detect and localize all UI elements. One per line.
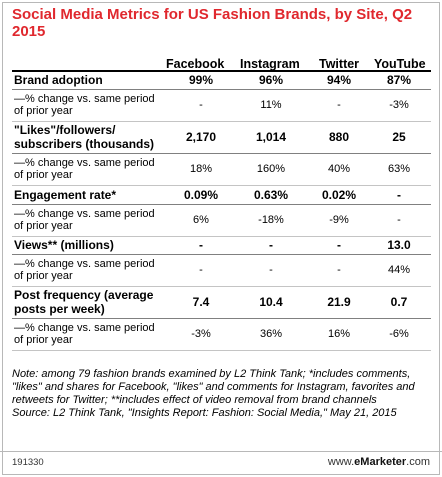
cell-value: 6%	[193, 214, 209, 226]
row-label: "Likes"/followers/ subscribers (thousand…	[14, 123, 155, 151]
row-label: —% change vs. same period of prior year	[14, 157, 155, 181]
cell-value: 880	[328, 130, 350, 144]
cell-value: 0.09%	[183, 187, 219, 202]
table-row: —% change vs. same period of prior year -…	[12, 89, 431, 121]
brand-name: eMarketer	[354, 456, 407, 468]
cell-value: -	[337, 99, 341, 111]
brand-prefix: www.	[327, 456, 355, 468]
note-text: Note: among 79 fashion brands examined b…	[12, 368, 415, 406]
cell-value: 25	[392, 130, 406, 144]
row-label: Views** (millions)	[14, 238, 114, 252]
col-header-youtube: YouTube	[374, 57, 426, 71]
cell-value: 40%	[327, 163, 351, 175]
cell-value: -9%	[329, 214, 349, 226]
col-header-facebook: Facebook	[166, 57, 225, 71]
table-row: Views** (millions) - - - 13.0	[12, 236, 431, 254]
table-row: —% change vs. same period of prior year 1…	[12, 153, 431, 185]
cell-value: 94%	[326, 73, 352, 88]
cell-value: 7.4	[192, 295, 210, 309]
row-label: —% change vs. same period of prior year	[14, 208, 155, 232]
cell-value: -	[337, 264, 341, 276]
cell-value: -	[199, 99, 203, 111]
chart-footer: 191330 www.eMarketer.com	[0, 451, 442, 474]
col-header-instagram: Instagram	[240, 57, 300, 71]
cell-value: -	[337, 238, 341, 252]
cell-value: 0.7	[390, 295, 408, 309]
row-label: —% change vs. same period of prior year	[14, 258, 155, 282]
cell-value: -	[199, 238, 203, 252]
row-label: Post frequency (average posts per week)	[14, 288, 154, 316]
cell-value: -	[269, 264, 273, 276]
table-row: —% change vs. same period of prior year -…	[12, 254, 431, 286]
cell-value: -18%	[258, 214, 284, 226]
cell-value: -3%	[191, 328, 211, 340]
chart-title: Social Media Metrics for US Fashion Bran…	[12, 6, 413, 40]
source-text: Source: L2 Think Tank, "Insights Report:…	[12, 407, 397, 419]
row-label: Brand adoption	[14, 73, 103, 88]
cell-value: -3%	[389, 99, 409, 111]
cell-value: 87%	[386, 73, 412, 88]
col-header-twitter: Twitter	[319, 57, 360, 71]
brand-logo: www.eMarketer.com	[328, 456, 430, 468]
cell-value: 2,170	[185, 130, 217, 144]
cell-value: 0.02%	[321, 187, 357, 202]
table-row: Post frequency (average posts per week) 7…	[12, 286, 431, 318]
footnote: Note: among 79 fashion brands examined b…	[12, 368, 430, 420]
cell-value: 16%	[327, 328, 351, 340]
row-label: —% change vs. same period of prior year	[14, 93, 155, 117]
table-row: —% change vs. same period of prior year -…	[12, 318, 431, 350]
cell-value: -	[199, 264, 203, 276]
cell-value: 18%	[189, 163, 213, 175]
cell-value: 44%	[387, 264, 411, 276]
cell-value: 11%	[260, 99, 282, 111]
brand-suffix: .com	[406, 456, 430, 468]
cell-value: 99%	[188, 73, 214, 88]
cell-value: 13.0	[387, 238, 411, 252]
cell-value: 160%	[256, 163, 286, 175]
cell-value: 63%	[387, 163, 411, 175]
chart-id: 191330	[12, 457, 44, 468]
table-row: —% change vs. same period of prior year 6…	[12, 204, 431, 236]
row-label: —% change vs. same period of prior year	[14, 322, 155, 346]
cell-value: -	[269, 238, 273, 252]
table-row: "Likes"/followers/ subscribers (thousand…	[12, 121, 431, 153]
cell-value: 21.9	[327, 295, 351, 309]
table-row: Brand adoption 99% 96% 94% 87%	[12, 71, 431, 89]
cell-value: -	[397, 214, 401, 226]
cell-value: 1,014	[255, 130, 287, 144]
cell-value: 0.63%	[253, 187, 289, 202]
cell-value: 36%	[259, 328, 283, 340]
cell-value: -6%	[389, 328, 409, 340]
cell-value: 96%	[258, 73, 284, 88]
cell-value: 10.4	[259, 295, 283, 309]
table-row: Engagement rate* 0.09% 0.63% 0.02% -	[12, 185, 431, 204]
metrics-table: Brand adoption 99% 96% 94% 87% —% change vs. …	[12, 70, 431, 351]
row-label: Engagement rate*	[14, 187, 117, 202]
cell-value: -	[397, 187, 401, 202]
